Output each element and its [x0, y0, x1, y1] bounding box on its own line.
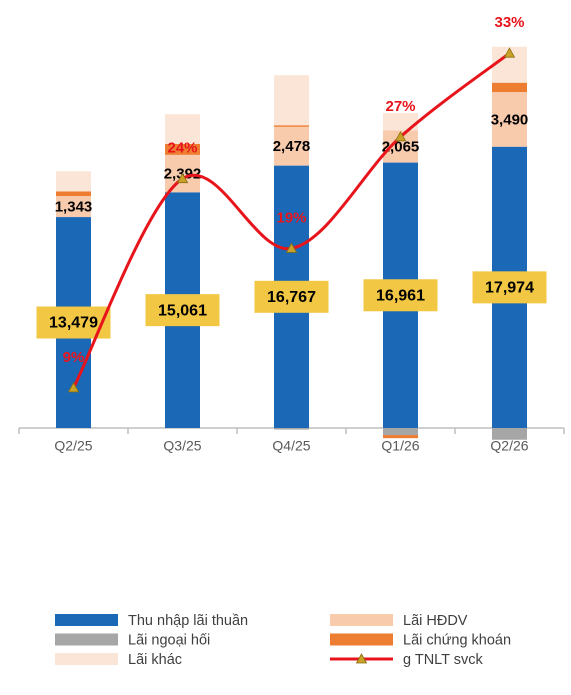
legend-swatch: [55, 633, 118, 646]
bar-segment: [383, 428, 418, 436]
value-label: 3,490: [491, 111, 529, 128]
bar-segment: [56, 191, 91, 197]
line-marker: [176, 172, 189, 184]
value-label: 16,961: [376, 287, 425, 304]
bar-segment: [165, 143, 200, 155]
line-value-label: 9%: [63, 349, 85, 366]
x-tick-label: Q4/25: [272, 438, 310, 454]
bar-segment: [492, 428, 527, 440]
legend-swatch: [55, 653, 118, 665]
line-value-label: 19%: [276, 209, 306, 226]
line: [72, 51, 511, 389]
value-label: 13,479: [49, 315, 98, 332]
legend-label: Lãi ngoại hối: [128, 632, 210, 648]
value-label: 16,767: [267, 289, 316, 306]
line-marker: [503, 47, 516, 58]
legend-swatch: [55, 614, 118, 626]
line-value-label: 27%: [385, 98, 415, 115]
legend-label: Thu nhập lãi thuần: [128, 613, 248, 629]
value-label: 17,974: [485, 280, 534, 297]
bar-segment: [274, 428, 309, 430]
legend-swatch: [330, 614, 393, 626]
bar-segment: [165, 114, 200, 144]
bar-segment: [274, 126, 309, 166]
legend-label: Lãi chứng khoán: [403, 632, 511, 648]
legend-marker: [355, 653, 368, 664]
x-tick-label: Q3/25: [163, 438, 201, 454]
bar-segment: [56, 171, 91, 192]
x-tick-label: Q1/26: [381, 438, 419, 454]
bar-segment: [274, 75, 309, 126]
value-label-box: [254, 280, 329, 313]
x-tick-label: Q2/26: [490, 438, 528, 454]
bar-segment: [492, 82, 527, 93]
line-value-label: 33%: [494, 14, 524, 31]
legend-label: Lãi khác: [128, 652, 182, 668]
legend-label: g TNLT svck: [403, 652, 484, 668]
value-label: 2,478: [273, 138, 311, 155]
bar-segment: [274, 125, 309, 127]
line-value-label: 24%: [167, 140, 197, 157]
value-label: 15,061: [158, 302, 207, 319]
bar-segment: [383, 113, 418, 131]
line-marker: [394, 131, 407, 142]
bar-segment: [492, 92, 527, 147]
bar-segment: [56, 196, 91, 218]
value-label-box: [145, 294, 220, 327]
x-tick-label: Q2/25: [54, 438, 92, 454]
line-marker: [285, 242, 298, 253]
bar-segment: [383, 435, 418, 439]
value-label-box: [363, 279, 438, 312]
value-label-box: [472, 271, 547, 304]
value-label: 1,343: [55, 199, 93, 216]
line-marker: [67, 382, 80, 393]
legend-swatch: [330, 633, 393, 646]
value-label: 2,065: [382, 138, 420, 155]
legend-label: Lãi HĐDV: [403, 613, 468, 629]
